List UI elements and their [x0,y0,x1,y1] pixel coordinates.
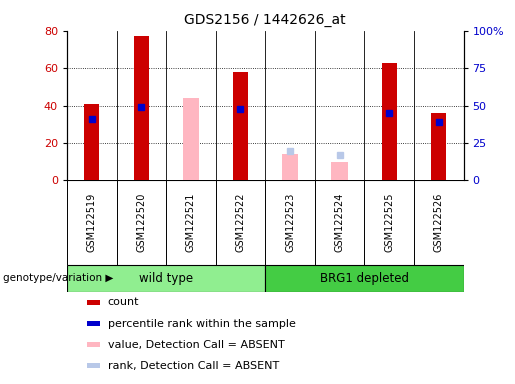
Bar [87,300,100,305]
Bar [87,342,100,347]
Text: count: count [108,297,139,308]
Bar [431,113,446,180]
Text: genotype/variation ▶: genotype/variation ▶ [3,273,113,283]
Text: GSM122519: GSM122519 [87,193,97,252]
Text: GSM122523: GSM122523 [285,193,295,252]
Text: GSM122524: GSM122524 [335,193,345,252]
Text: wild type: wild type [139,272,193,285]
Bar [233,72,248,180]
Text: percentile rank within the sample: percentile rank within the sample [108,318,296,329]
Bar [183,98,199,180]
Bar [331,162,348,180]
Bar [87,321,100,326]
Text: GSM122521: GSM122521 [186,193,196,252]
Text: GSM122525: GSM122525 [384,193,394,252]
Bar [87,363,100,368]
Text: BRG1 depleted: BRG1 depleted [320,272,409,285]
Bar [67,265,265,292]
Bar [282,154,298,180]
Bar [84,104,99,180]
Bar [134,36,149,180]
Text: GSM122522: GSM122522 [235,193,246,252]
Bar [265,265,464,292]
Text: GSM122526: GSM122526 [434,193,444,252]
Text: rank, Detection Call = ABSENT: rank, Detection Call = ABSENT [108,361,279,371]
Text: GSM122520: GSM122520 [136,193,146,252]
Text: value, Detection Call = ABSENT: value, Detection Call = ABSENT [108,339,285,350]
Bar [382,63,397,180]
Title: GDS2156 / 1442626_at: GDS2156 / 1442626_at [184,13,346,27]
